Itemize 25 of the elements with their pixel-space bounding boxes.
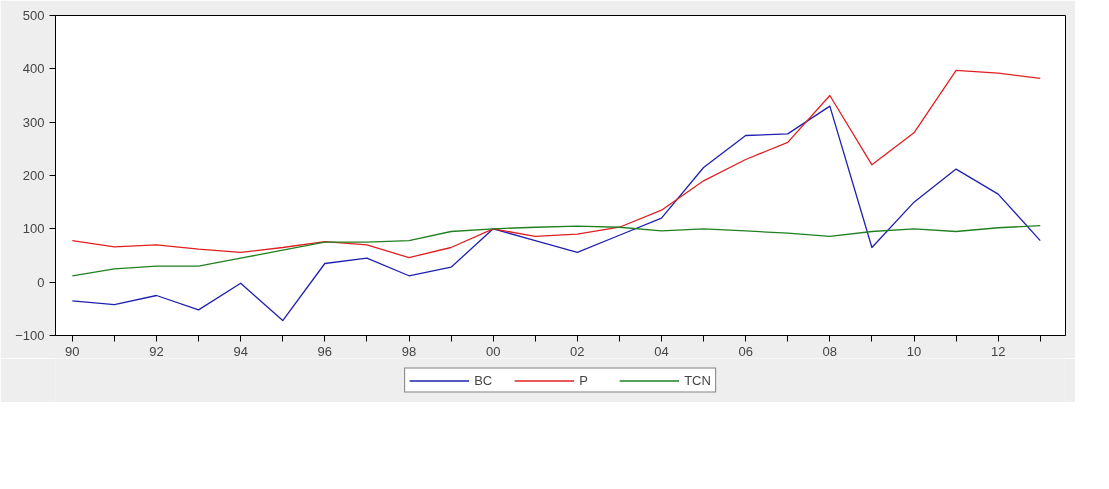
y-tick-label: 500	[22, 8, 45, 23]
x-tick-label: 10	[906, 343, 922, 359]
x-tick-label: 96	[317, 343, 333, 359]
x-tick-label: 00	[485, 343, 501, 359]
y-tick-label: 0	[37, 274, 45, 290]
legend-label: TCN	[684, 372, 711, 388]
line-series	[71, 224, 1041, 277]
y-tick-label: 100	[22, 221, 45, 237]
line-series	[71, 105, 1041, 322]
y-tick-label: 300	[22, 114, 45, 130]
x-tick-label: 94	[233, 343, 248, 359]
x-tick-label: 98	[401, 343, 417, 359]
legend-label: BC	[474, 372, 494, 388]
x-tick-label: 12	[990, 343, 1006, 359]
x-tick-label: 08	[822, 343, 838, 359]
line-series	[71, 69, 1041, 259]
y-tick-label: 400	[22, 61, 45, 77]
y-tick-label: −100	[15, 328, 45, 343]
y-tick-label: 200	[22, 168, 45, 183]
x-tick-label: 04	[654, 343, 669, 359]
x-tick-label: 06	[738, 343, 753, 359]
legend-label: P	[579, 372, 589, 388]
x-tick-label: 02	[570, 343, 585, 359]
x-tick-label: 92	[149, 343, 164, 359]
x-tick-label: 90	[65, 343, 80, 359]
